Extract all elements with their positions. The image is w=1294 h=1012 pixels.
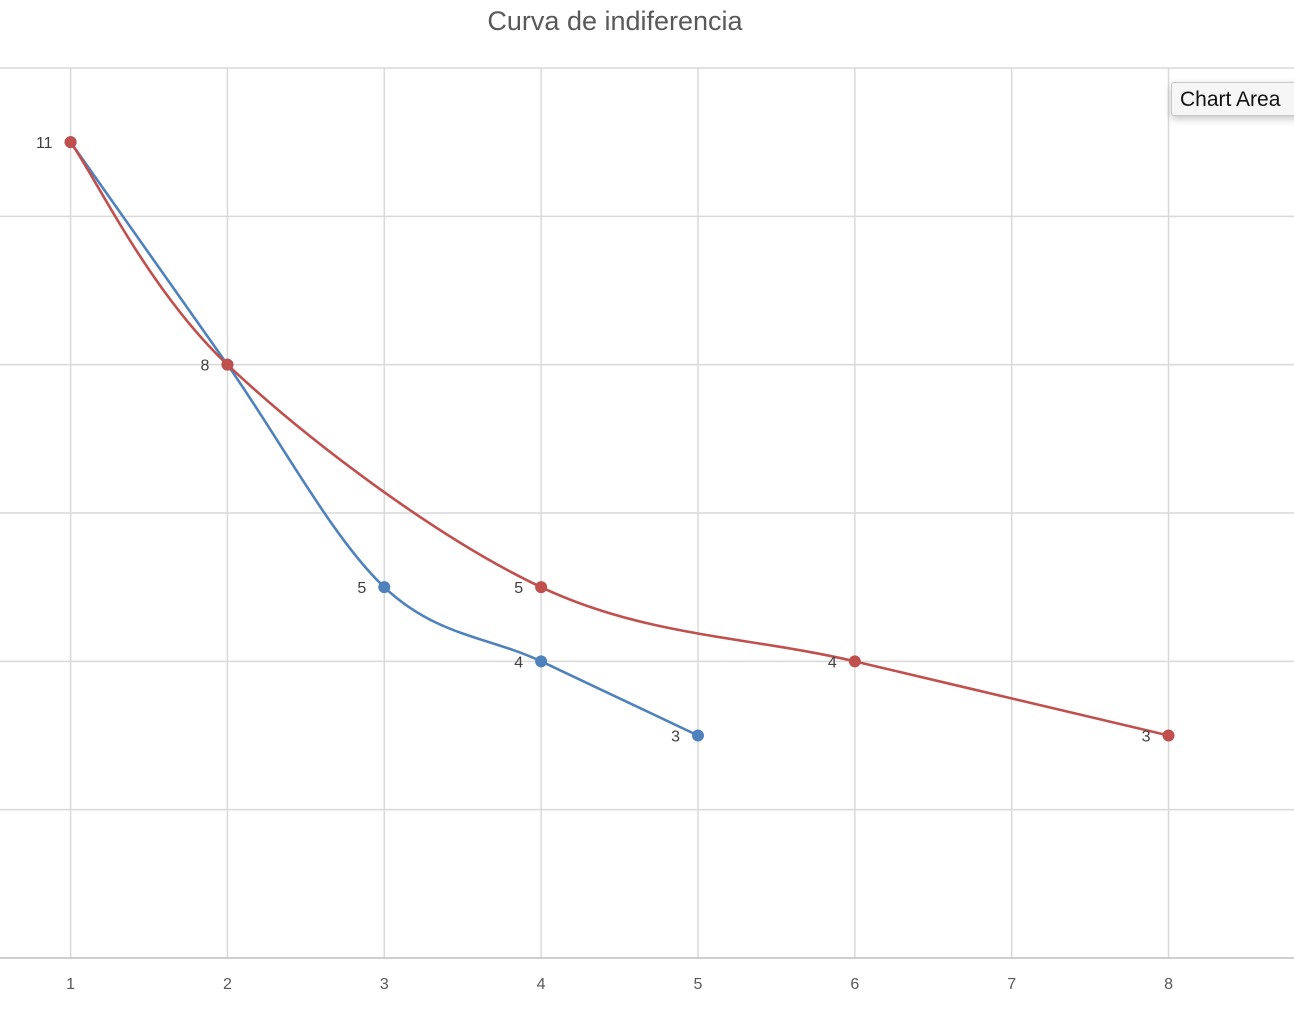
- x-tick-label: 7: [1007, 976, 1016, 993]
- x-tick-label: 8: [1164, 976, 1173, 993]
- series-1-point[interactable]: [691, 729, 704, 742]
- series-1-data-label: 3: [671, 729, 680, 746]
- series-1-point[interactable]: [378, 581, 391, 594]
- series-2-data-label: 4: [828, 654, 837, 671]
- grid-layer: [0, 67, 1294, 958]
- axis-layer: 1 2 3 4 5 6 7 8: [0, 957, 1294, 993]
- x-tick-label: 4: [537, 976, 546, 993]
- series-layer: [64, 136, 1175, 742]
- x-tick-label: 6: [850, 976, 859, 993]
- x-tick-label: 3: [380, 976, 389, 993]
- series-2-point[interactable]: [535, 581, 548, 594]
- series-1-data-label: 11: [36, 135, 53, 152]
- series-1-data-label: 8: [201, 358, 210, 375]
- x-tick-label: 2: [223, 976, 232, 993]
- series-1-data-label: 5: [357, 580, 366, 597]
- series-2-point[interactable]: [848, 655, 861, 668]
- series-1-point[interactable]: [535, 655, 548, 668]
- series-2-data-label: 3: [1142, 729, 1151, 746]
- label-layer: 11 8 5 4 3 5 4 3: [36, 135, 1151, 745]
- series-2-point[interactable]: [64, 136, 77, 149]
- series-1-line[interactable]: [69, 141, 699, 737]
- series-2-point[interactable]: [221, 358, 234, 371]
- x-tick-label: 5: [694, 976, 703, 993]
- series-2-point[interactable]: [1162, 729, 1175, 742]
- series-1-data-label: 4: [514, 654, 523, 671]
- chart-area-tooltip: Chart Area: [1171, 82, 1294, 116]
- x-tick-label: 1: [66, 976, 75, 993]
- series-2-line[interactable]: [69, 141, 1169, 737]
- series-2-data-label: 5: [514, 580, 523, 597]
- chart-title: Curva de indiferencia: [487, 6, 743, 36]
